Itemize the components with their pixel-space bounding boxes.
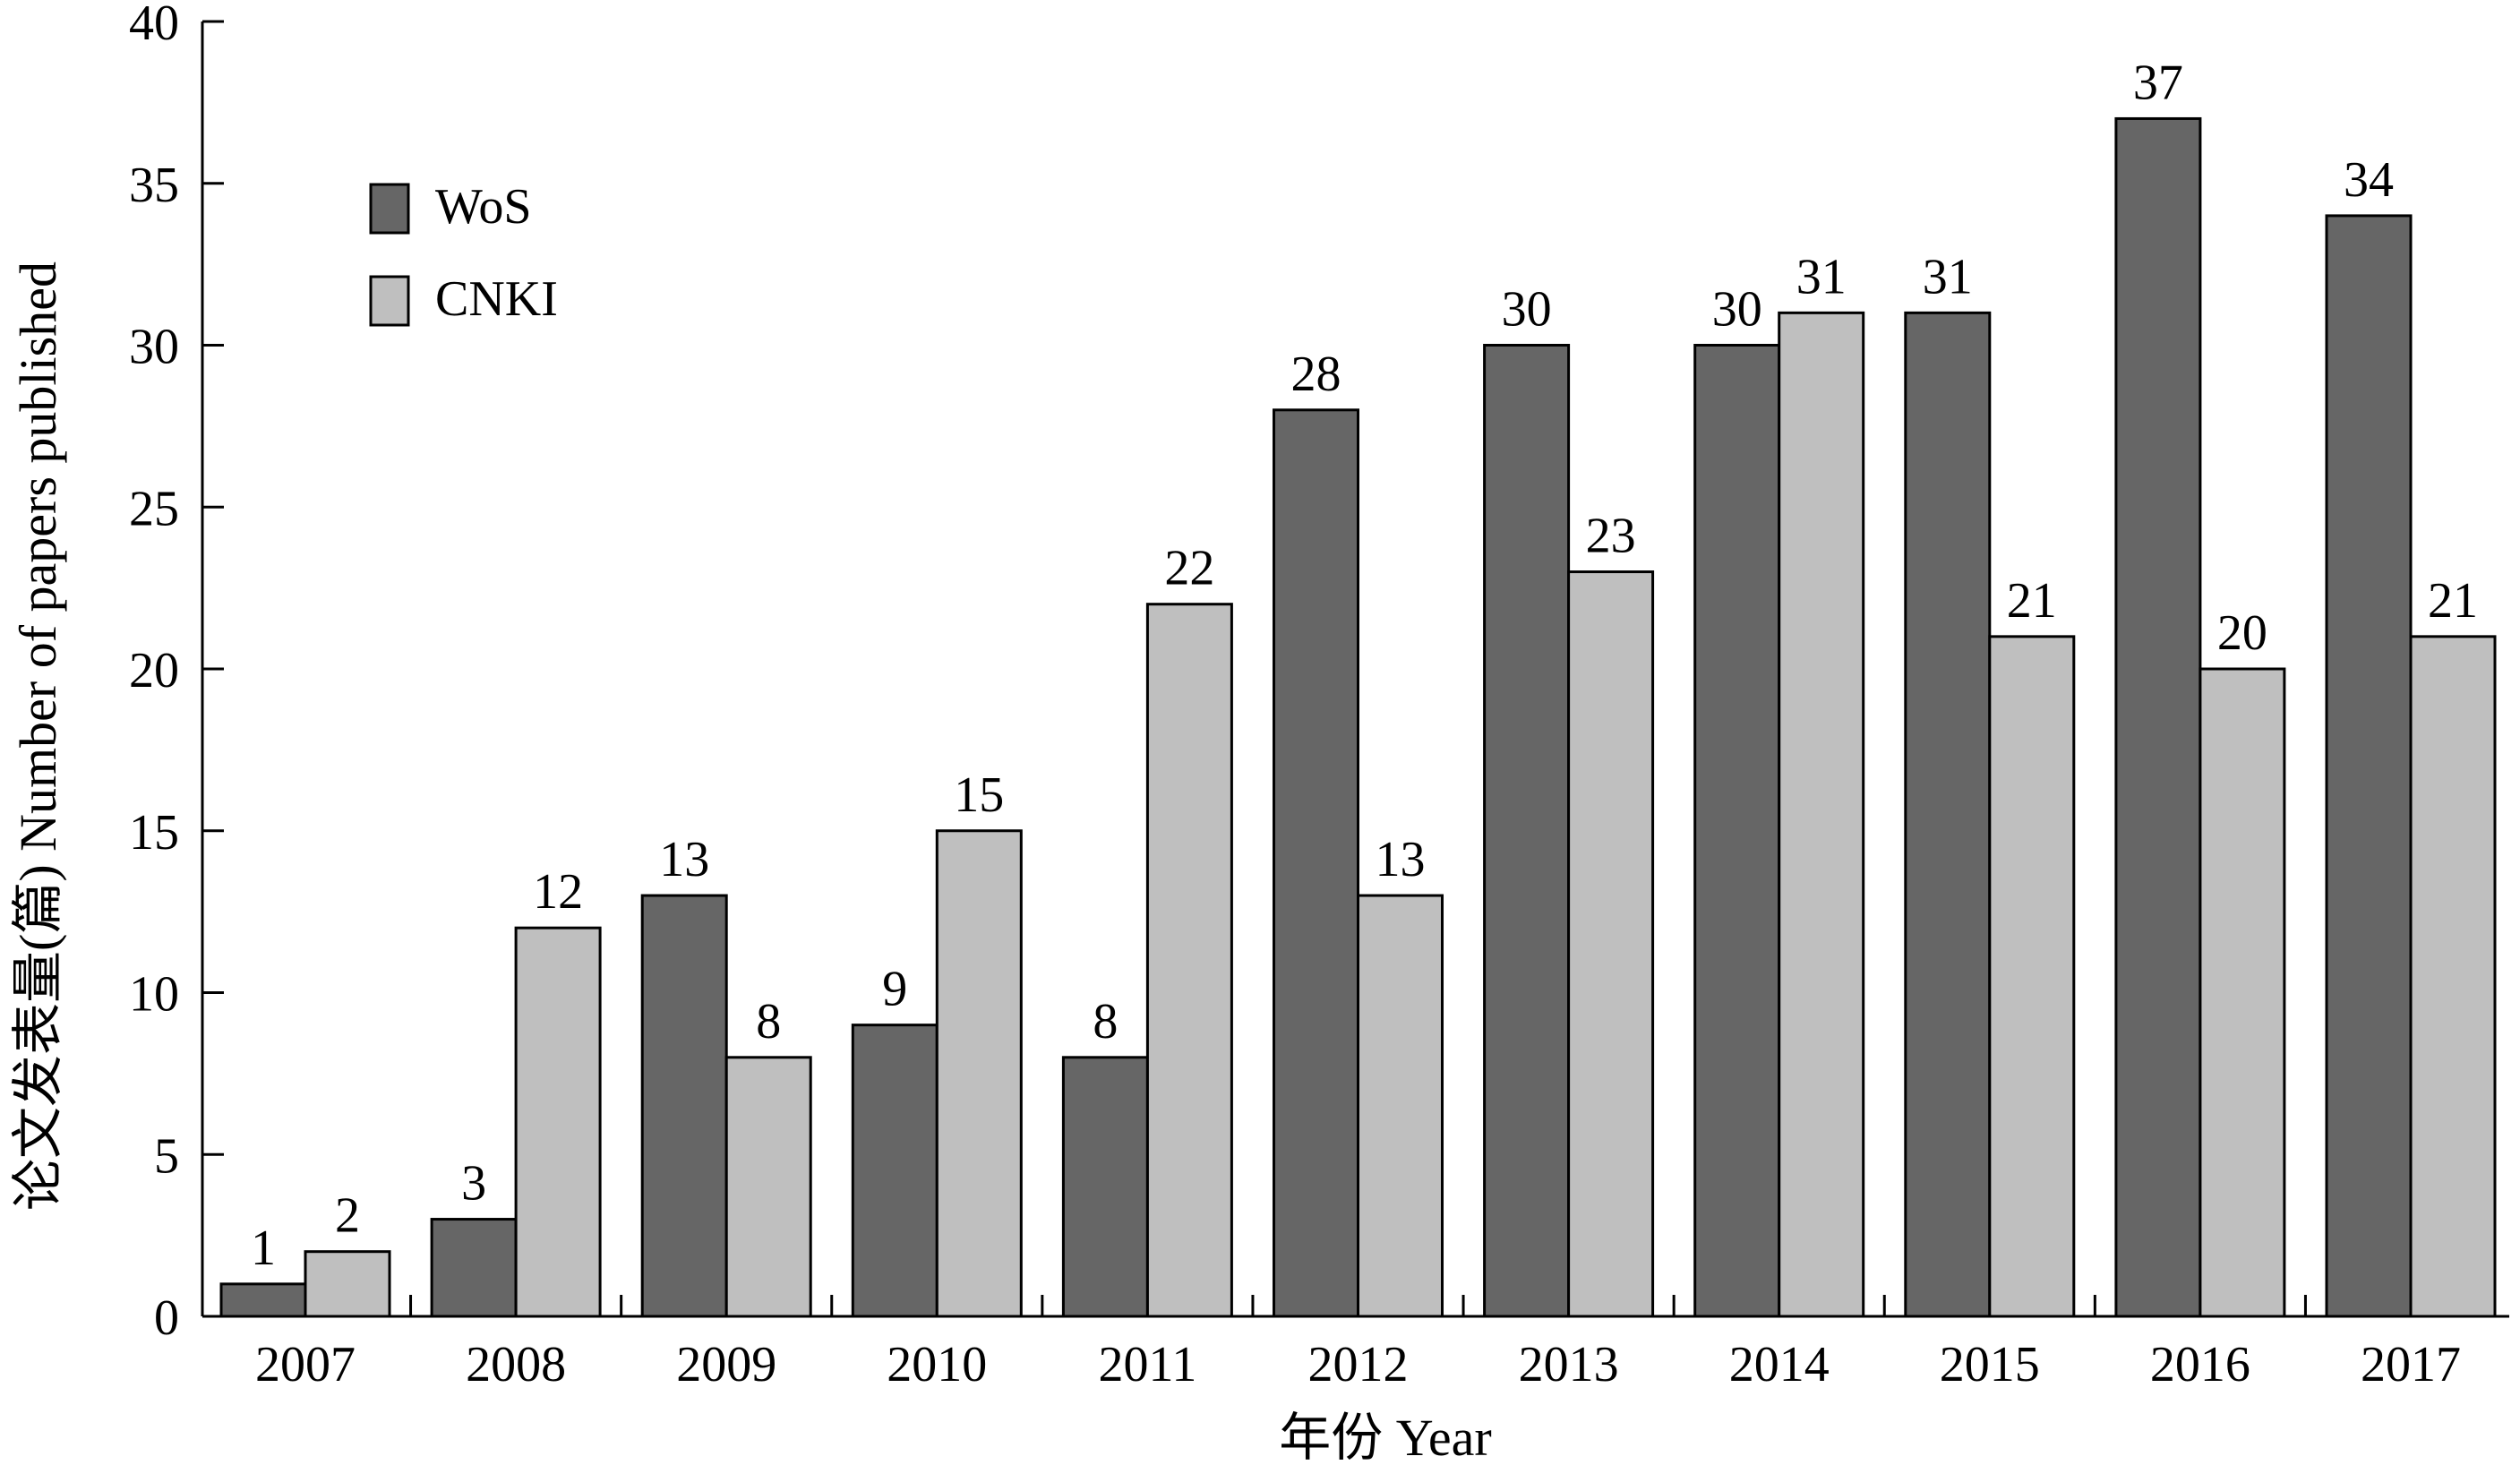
bar-cnki-2016 xyxy=(2199,667,2286,1318)
bar-cnki-2017 xyxy=(2409,635,2497,1318)
x-tick-label: 2010 xyxy=(887,1337,987,1392)
data-label-wos-2008: 3 xyxy=(461,1156,486,1212)
legend-swatch-wos xyxy=(369,183,410,235)
x-tick-label: 2016 xyxy=(2150,1337,2250,1392)
bar-wos-2010 xyxy=(851,1024,939,1318)
y-tick-label: 5 xyxy=(154,1128,179,1184)
bar-wos-2007 xyxy=(219,1282,307,1318)
y-tick-label: 0 xyxy=(154,1290,179,1346)
bar-cnki-2009 xyxy=(724,1056,812,1318)
x-tick-label: 2011 xyxy=(1098,1337,1196,1392)
data-label-wos-2015: 31 xyxy=(1923,249,1973,304)
data-label-wos-2012: 28 xyxy=(1291,347,1341,402)
data-label-wos-2007: 1 xyxy=(251,1221,276,1276)
x-tick-label: 2012 xyxy=(1308,1337,1409,1392)
x-tick-label: 2013 xyxy=(1519,1337,1619,1392)
y-tick-label: 20 xyxy=(129,643,179,698)
data-label-cnki-2013: 23 xyxy=(1586,509,1636,564)
x-tick-label: 2007 xyxy=(255,1337,356,1392)
x-tick-label: 2014 xyxy=(1729,1337,1830,1392)
data-label-wos-2016: 37 xyxy=(2133,55,2183,110)
bar-cnki-2007 xyxy=(304,1250,391,1318)
y-tick-label: 40 xyxy=(129,0,179,51)
legend: WoS CNKI xyxy=(369,179,558,327)
data-label-wos-2013: 30 xyxy=(1502,282,1552,338)
bars xyxy=(219,116,2497,1318)
data-label-cnki-2015: 21 xyxy=(2007,573,2057,629)
y-tick-label: 30 xyxy=(129,320,179,375)
y-tick-label: 10 xyxy=(129,967,179,1023)
bar-wos-2012 xyxy=(1273,408,1359,1318)
x-tick-label: 2015 xyxy=(1940,1337,2040,1392)
x-tick-label: 2008 xyxy=(466,1337,566,1392)
data-label-cnki-2014: 31 xyxy=(1796,249,1847,304)
x-axis-title: 年份 Year xyxy=(1279,1409,1491,1467)
data-label-cnki-2011: 22 xyxy=(1164,541,1214,596)
legend-label-wos: WoS xyxy=(435,179,532,235)
data-label-cnki-2012: 13 xyxy=(1376,832,1426,887)
y-tick-label: 35 xyxy=(129,158,179,213)
data-label-cnki-2017: 21 xyxy=(2428,573,2478,629)
data-label-cnki-2007: 2 xyxy=(335,1188,360,1244)
bar-cnki-2014 xyxy=(1778,311,1865,1318)
data-label-wos-2014: 30 xyxy=(1712,282,1762,338)
bar-cnki-2013 xyxy=(1567,570,1655,1318)
y-tick-label: 25 xyxy=(129,481,179,536)
bar-cnki-2015 xyxy=(1988,635,2076,1318)
data-label-cnki-2008: 12 xyxy=(533,864,583,920)
data-label-cnki-2009: 8 xyxy=(756,994,781,1049)
bar-wos-2016 xyxy=(2114,116,2202,1318)
data-label-wos-2011: 8 xyxy=(1093,994,1118,1049)
legend-label-cnki: CNKI xyxy=(435,271,558,327)
bar-wos-2009 xyxy=(640,894,728,1318)
bar-wos-2011 xyxy=(1061,1056,1149,1318)
bar-wos-2017 xyxy=(2325,214,2413,1318)
x-tick-label: 2009 xyxy=(676,1337,776,1392)
data-label-wos-2010: 9 xyxy=(882,962,907,1017)
x-tick-label: 2017 xyxy=(2361,1337,2461,1392)
data-label-cnki-2010: 15 xyxy=(954,767,1004,823)
bar-cnki-2010 xyxy=(935,829,1023,1318)
data-label-wos-2017: 34 xyxy=(2344,152,2394,208)
bar-wos-2008 xyxy=(430,1218,518,1318)
legend-swatch-cnki xyxy=(369,275,410,327)
bar-cnki-2011 xyxy=(1145,603,1233,1318)
bar-cnki-2008 xyxy=(514,926,602,1318)
y-axis-title: 论文发表量(篇) Number of papers published xyxy=(9,261,67,1211)
bar-wos-2014 xyxy=(1693,344,1781,1318)
y-tick-label: 15 xyxy=(129,805,179,861)
data-label-wos-2009: 13 xyxy=(659,832,709,887)
data-label-cnki-2016: 20 xyxy=(2217,605,2267,661)
bar-wos-2015 xyxy=(1904,311,1992,1318)
bar-cnki-2012 xyxy=(1357,894,1444,1318)
bar-wos-2013 xyxy=(1483,344,1571,1318)
